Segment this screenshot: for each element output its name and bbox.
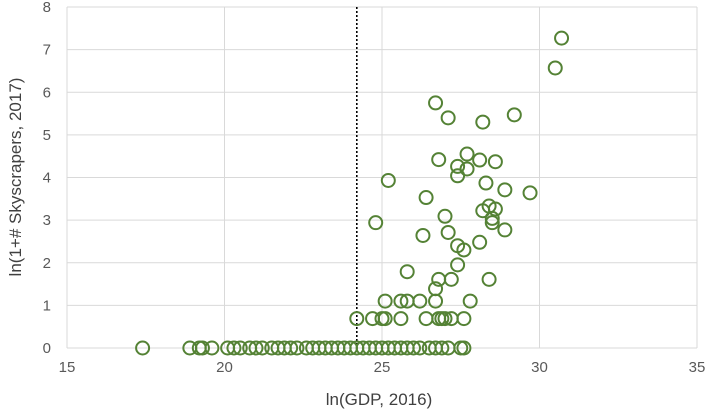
data-point-58 — [428, 281, 444, 297]
data-point-60 — [443, 271, 459, 287]
x-tick-label-0: 15 — [59, 359, 76, 376]
data-point-87 — [487, 154, 503, 170]
data-point-69 — [497, 222, 513, 238]
data-point-37 — [434, 340, 450, 356]
data-point-76 — [481, 198, 497, 214]
data-point-94 — [554, 30, 570, 46]
data-point-40 — [456, 340, 472, 356]
data-point-41 — [349, 311, 365, 327]
y-tick-label-2: 2 — [43, 255, 51, 272]
y-tick-label-3: 3 — [43, 212, 51, 229]
data-point-73 — [437, 208, 453, 224]
y-tick-label-0: 0 — [43, 340, 51, 357]
data-point-15 — [289, 340, 305, 356]
points-layer — [135, 30, 570, 356]
data-point-55 — [412, 293, 428, 309]
data-point-65 — [456, 242, 472, 258]
data-point-79 — [497, 182, 513, 198]
data-point-61 — [481, 271, 497, 287]
y-tick-label-6: 6 — [43, 84, 51, 101]
data-point-68 — [440, 224, 456, 240]
data-point-49 — [437, 311, 453, 327]
data-point-51 — [456, 311, 472, 327]
data-point-0 — [135, 340, 151, 356]
data-point-14 — [283, 340, 299, 356]
data-point-80 — [380, 172, 396, 188]
data-point-52 — [377, 293, 393, 309]
data-point-44 — [377, 311, 393, 327]
data-point-85 — [431, 152, 447, 168]
data-point-46 — [418, 311, 434, 327]
x-tick-label-1: 20 — [216, 359, 233, 376]
data-point-81 — [478, 175, 494, 191]
data-point-9 — [248, 340, 264, 356]
data-point-66 — [472, 234, 488, 250]
data-point-91 — [506, 107, 522, 123]
data-point-10 — [254, 340, 270, 356]
data-point-77 — [418, 190, 434, 206]
data-point-62 — [399, 264, 415, 280]
data-point-92 — [428, 95, 444, 111]
data-point-78 — [522, 185, 538, 201]
data-point-83 — [450, 158, 466, 174]
data-point-67 — [415, 227, 431, 243]
y-axis-title: ln(1+# Skyscrapers, 2017) — [6, 78, 25, 277]
y-tick-label-8: 8 — [43, 0, 51, 16]
y-tick-label-7: 7 — [43, 42, 51, 59]
data-point-34 — [412, 340, 428, 356]
data-point-70 — [368, 215, 384, 231]
data-point-7 — [232, 340, 248, 356]
data-point-93 — [547, 60, 563, 76]
data-point-89 — [475, 114, 491, 130]
ticks-layer: 15 20 25 30 35 0 1 2 3 4 5 6 7 8 — [43, 0, 706, 376]
data-point-63 — [450, 257, 466, 273]
data-point-4 — [204, 340, 220, 356]
y-tick-label-1: 1 — [43, 297, 51, 314]
data-point-57 — [462, 293, 478, 309]
x-tick-label-2: 25 — [374, 359, 391, 376]
data-point-45 — [393, 311, 409, 327]
data-point-3 — [194, 340, 210, 356]
data-point-33 — [406, 340, 421, 356]
data-point-6 — [226, 340, 242, 356]
data-point-71 — [484, 215, 500, 231]
data-point-88 — [459, 146, 475, 162]
x-tick-label-3: 30 — [531, 359, 548, 376]
data-point-84 — [459, 161, 475, 177]
y-tick-label-4: 4 — [43, 170, 51, 187]
x-tick-label-4: 35 — [689, 359, 706, 376]
data-point-86 — [472, 152, 488, 168]
data-point-90 — [440, 110, 456, 126]
data-point-53 — [393, 293, 409, 309]
y-tick-label-5: 5 — [43, 127, 51, 144]
x-axis-title: ln(GDP, 2016) — [326, 390, 432, 409]
